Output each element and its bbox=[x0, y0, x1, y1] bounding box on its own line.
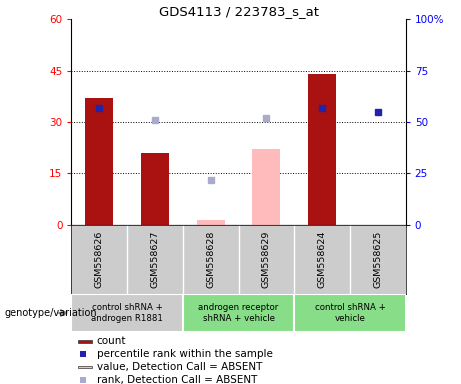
Bar bbox=[71, 294, 183, 332]
Text: GSM558626: GSM558626 bbox=[95, 230, 104, 288]
Text: GSM558624: GSM558624 bbox=[318, 230, 327, 288]
Text: rank, Detection Call = ABSENT: rank, Detection Call = ABSENT bbox=[96, 375, 257, 384]
Bar bbox=[197, 220, 225, 225]
Title: GDS4113 / 223783_s_at: GDS4113 / 223783_s_at bbox=[159, 5, 319, 18]
Bar bbox=[141, 153, 169, 225]
Text: GSM558627: GSM558627 bbox=[150, 230, 160, 288]
Text: androgen receptor
shRNA + vehicle: androgen receptor shRNA + vehicle bbox=[198, 303, 279, 323]
Bar bbox=[85, 98, 113, 225]
Text: GSM558629: GSM558629 bbox=[262, 230, 271, 288]
Text: genotype/variation: genotype/variation bbox=[5, 308, 97, 318]
Text: percentile rank within the sample: percentile rank within the sample bbox=[96, 349, 272, 359]
Bar bbox=[253, 149, 280, 225]
Bar bbox=[78, 340, 91, 343]
Text: control shRNA +
androgen R1881: control shRNA + androgen R1881 bbox=[91, 303, 163, 323]
Bar bbox=[183, 294, 294, 332]
Text: count: count bbox=[96, 336, 126, 346]
Text: GSM558628: GSM558628 bbox=[206, 230, 215, 288]
Bar bbox=[308, 74, 336, 225]
Bar bbox=[78, 366, 91, 368]
Text: value, Detection Call = ABSENT: value, Detection Call = ABSENT bbox=[96, 362, 262, 372]
Text: control shRNA +
vehicle: control shRNA + vehicle bbox=[314, 303, 385, 323]
Text: GSM558625: GSM558625 bbox=[373, 230, 382, 288]
Bar bbox=[294, 294, 406, 332]
